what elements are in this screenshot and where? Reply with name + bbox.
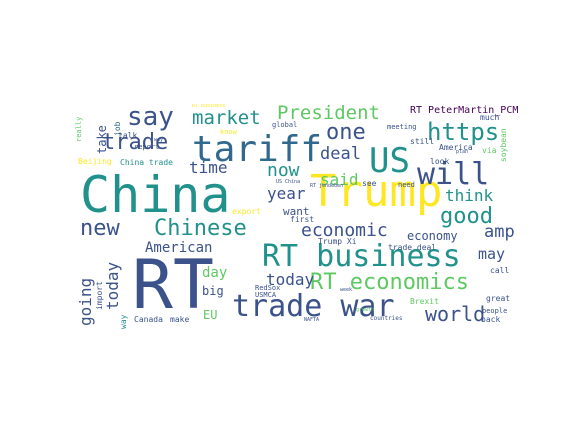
word-need: need [398, 181, 415, 189]
word-eu: EU [203, 308, 218, 322]
word-rt-jendeben: RT jendeben [310, 183, 344, 189]
word-today: today [103, 261, 122, 310]
word-said: said [320, 170, 359, 189]
word-chinese: Chinese [154, 216, 247, 241]
word-american: American [145, 240, 213, 256]
word-beijing: Beijing [78, 157, 112, 166]
word-us-china: US China [276, 179, 301, 185]
word-time: time [189, 158, 228, 177]
word-make: make [170, 315, 190, 324]
word-import: import [95, 281, 104, 310]
word-much: much [480, 113, 500, 122]
word-amp: amp [484, 222, 515, 242]
word-great: great [486, 294, 511, 303]
word-rt-petermartin: RT PeterMartin_PCM [410, 105, 519, 116]
word-year: year [267, 184, 306, 203]
word-think: think [445, 186, 494, 205]
word-rt-economics: RT economics [310, 270, 469, 295]
word-nafta: NAFTA [304, 317, 320, 323]
word-first: first [290, 215, 315, 224]
word-know: know [220, 128, 237, 136]
word-economy: economy [407, 229, 458, 243]
word-trade-deal: trade deal [388, 243, 437, 252]
word-call: call [490, 266, 510, 275]
word-good: good [440, 204, 493, 229]
word-want: want [283, 205, 310, 218]
word-canada: Canada [134, 315, 163, 324]
word-say: say [127, 104, 174, 132]
word-way: way [154, 137, 164, 143]
word-report: report [134, 143, 160, 151]
word-trump-xi: Trump Xi [318, 237, 357, 246]
word-market: market [192, 107, 261, 129]
word-meeting: meeting [387, 123, 417, 131]
word-usmca: USMCA [255, 291, 277, 299]
word-back: back [481, 315, 501, 324]
word-plan: plan [456, 149, 469, 155]
word-see: see [362, 179, 377, 188]
word-look: look [430, 157, 450, 166]
word-deal: deal [320, 144, 361, 164]
word-america: America [439, 143, 473, 152]
word-us: US [369, 141, 410, 181]
word-rt: RT [132, 246, 214, 325]
word-growth: growth [356, 307, 375, 313]
word-will: will [417, 157, 490, 192]
word-global: global [272, 121, 298, 129]
word-day: today [266, 270, 315, 289]
word-rt-business: RT business [262, 239, 461, 274]
word-https: https [427, 118, 500, 146]
word-rt-business-small: way [119, 314, 128, 329]
word-world: world [425, 302, 486, 326]
word-going: going [76, 277, 95, 326]
word-countries: countries [370, 315, 403, 322]
word-new: new [80, 216, 120, 241]
word-week: week [340, 287, 353, 293]
word-redsox: RedSox [255, 284, 281, 292]
word-now: now [267, 160, 300, 181]
word-economic: economic [301, 220, 388, 241]
word-trade-war: trade war [232, 289, 395, 324]
word-trade: trade [102, 130, 169, 155]
word-may: may [478, 245, 506, 263]
word-story: really [75, 116, 83, 142]
word-take: take [95, 125, 109, 154]
word-president: President [277, 104, 380, 124]
word-tariff: tariff [192, 129, 323, 170]
word-talk: talk [118, 131, 138, 140]
word-soybean: RT business [192, 104, 226, 109]
word-export: export [232, 207, 261, 216]
word-people: people [482, 307, 508, 315]
word-one: one [326, 120, 366, 145]
word-brexit: Brexit [410, 297, 439, 306]
word-big: big [202, 284, 224, 298]
word-china-trade: China trade [120, 158, 173, 167]
word-china: China [80, 166, 231, 224]
word-via: via [482, 146, 497, 155]
word-cloud: China RT Trump US tariff trade war RT bu… [72, 104, 522, 329]
word-wto: day [202, 265, 228, 281]
word-trump: Trump [310, 166, 443, 217]
word-really: soybean [499, 128, 508, 162]
word-still: still [410, 137, 435, 146]
